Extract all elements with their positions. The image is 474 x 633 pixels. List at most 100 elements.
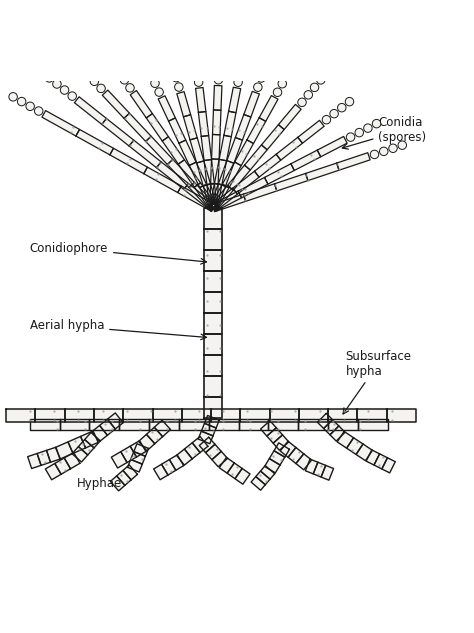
Circle shape	[234, 78, 242, 87]
Polygon shape	[264, 458, 280, 473]
Polygon shape	[243, 184, 277, 201]
Polygon shape	[259, 96, 278, 122]
Polygon shape	[262, 125, 284, 150]
Polygon shape	[299, 409, 328, 422]
Polygon shape	[144, 167, 182, 192]
Polygon shape	[149, 419, 179, 430]
Polygon shape	[42, 111, 80, 136]
Polygon shape	[328, 419, 358, 430]
Circle shape	[35, 107, 43, 115]
Circle shape	[26, 102, 35, 111]
Polygon shape	[204, 334, 222, 355]
Polygon shape	[130, 91, 153, 118]
Polygon shape	[182, 409, 211, 422]
Circle shape	[380, 147, 388, 156]
Polygon shape	[123, 409, 153, 422]
Circle shape	[310, 83, 319, 92]
Circle shape	[260, 65, 269, 73]
Circle shape	[278, 80, 286, 88]
Polygon shape	[64, 409, 94, 422]
Polygon shape	[261, 421, 276, 436]
Polygon shape	[210, 184, 222, 209]
Polygon shape	[207, 184, 217, 208]
Polygon shape	[178, 186, 215, 211]
Circle shape	[77, 63, 85, 72]
Polygon shape	[37, 450, 51, 465]
Polygon shape	[204, 355, 222, 376]
Polygon shape	[121, 446, 137, 463]
Polygon shape	[158, 96, 175, 121]
Polygon shape	[256, 471, 270, 485]
Circle shape	[257, 74, 265, 82]
Polygon shape	[276, 137, 302, 160]
Polygon shape	[255, 154, 281, 177]
Circle shape	[115, 68, 123, 76]
Circle shape	[109, 60, 118, 68]
Polygon shape	[291, 150, 321, 170]
Polygon shape	[298, 120, 324, 143]
Circle shape	[45, 73, 54, 82]
Circle shape	[283, 71, 291, 79]
Polygon shape	[204, 313, 222, 334]
Polygon shape	[131, 451, 146, 464]
Polygon shape	[212, 110, 221, 135]
Circle shape	[287, 63, 296, 71]
Polygon shape	[190, 138, 204, 163]
Polygon shape	[129, 140, 161, 168]
Polygon shape	[110, 148, 147, 173]
Polygon shape	[358, 419, 388, 430]
Circle shape	[143, 61, 151, 70]
Polygon shape	[313, 462, 326, 477]
Polygon shape	[198, 431, 213, 444]
Circle shape	[372, 120, 381, 128]
Circle shape	[237, 59, 246, 67]
Polygon shape	[134, 444, 148, 456]
Circle shape	[172, 73, 181, 82]
Polygon shape	[213, 85, 222, 110]
Polygon shape	[199, 111, 209, 137]
Polygon shape	[146, 113, 168, 141]
Polygon shape	[100, 419, 115, 436]
Polygon shape	[169, 118, 186, 143]
Polygon shape	[238, 177, 268, 197]
Polygon shape	[108, 413, 123, 429]
Polygon shape	[46, 447, 60, 462]
Polygon shape	[270, 409, 299, 422]
Circle shape	[330, 110, 338, 118]
Polygon shape	[288, 448, 304, 463]
Polygon shape	[179, 140, 196, 165]
Polygon shape	[211, 409, 240, 422]
Polygon shape	[382, 458, 395, 473]
Circle shape	[389, 144, 397, 153]
Polygon shape	[267, 428, 283, 443]
Polygon shape	[204, 160, 214, 185]
Polygon shape	[317, 137, 347, 157]
Polygon shape	[179, 419, 209, 430]
Polygon shape	[210, 184, 226, 210]
Polygon shape	[197, 161, 210, 186]
Polygon shape	[184, 184, 216, 211]
Polygon shape	[204, 397, 222, 418]
Polygon shape	[244, 91, 259, 117]
Polygon shape	[146, 427, 163, 444]
Polygon shape	[228, 165, 250, 191]
Polygon shape	[233, 171, 259, 194]
Polygon shape	[212, 191, 242, 211]
Polygon shape	[212, 194, 246, 211]
Polygon shape	[203, 184, 217, 209]
Polygon shape	[227, 463, 242, 479]
Polygon shape	[85, 432, 100, 448]
Polygon shape	[247, 118, 266, 144]
Polygon shape	[235, 468, 250, 484]
Circle shape	[215, 46, 224, 54]
Circle shape	[322, 115, 331, 124]
Polygon shape	[210, 185, 233, 211]
Polygon shape	[346, 438, 363, 454]
Polygon shape	[238, 419, 268, 430]
Polygon shape	[219, 161, 234, 186]
Circle shape	[53, 80, 61, 88]
Polygon shape	[201, 423, 216, 436]
Polygon shape	[55, 458, 71, 474]
Polygon shape	[119, 419, 149, 430]
Polygon shape	[268, 419, 298, 430]
